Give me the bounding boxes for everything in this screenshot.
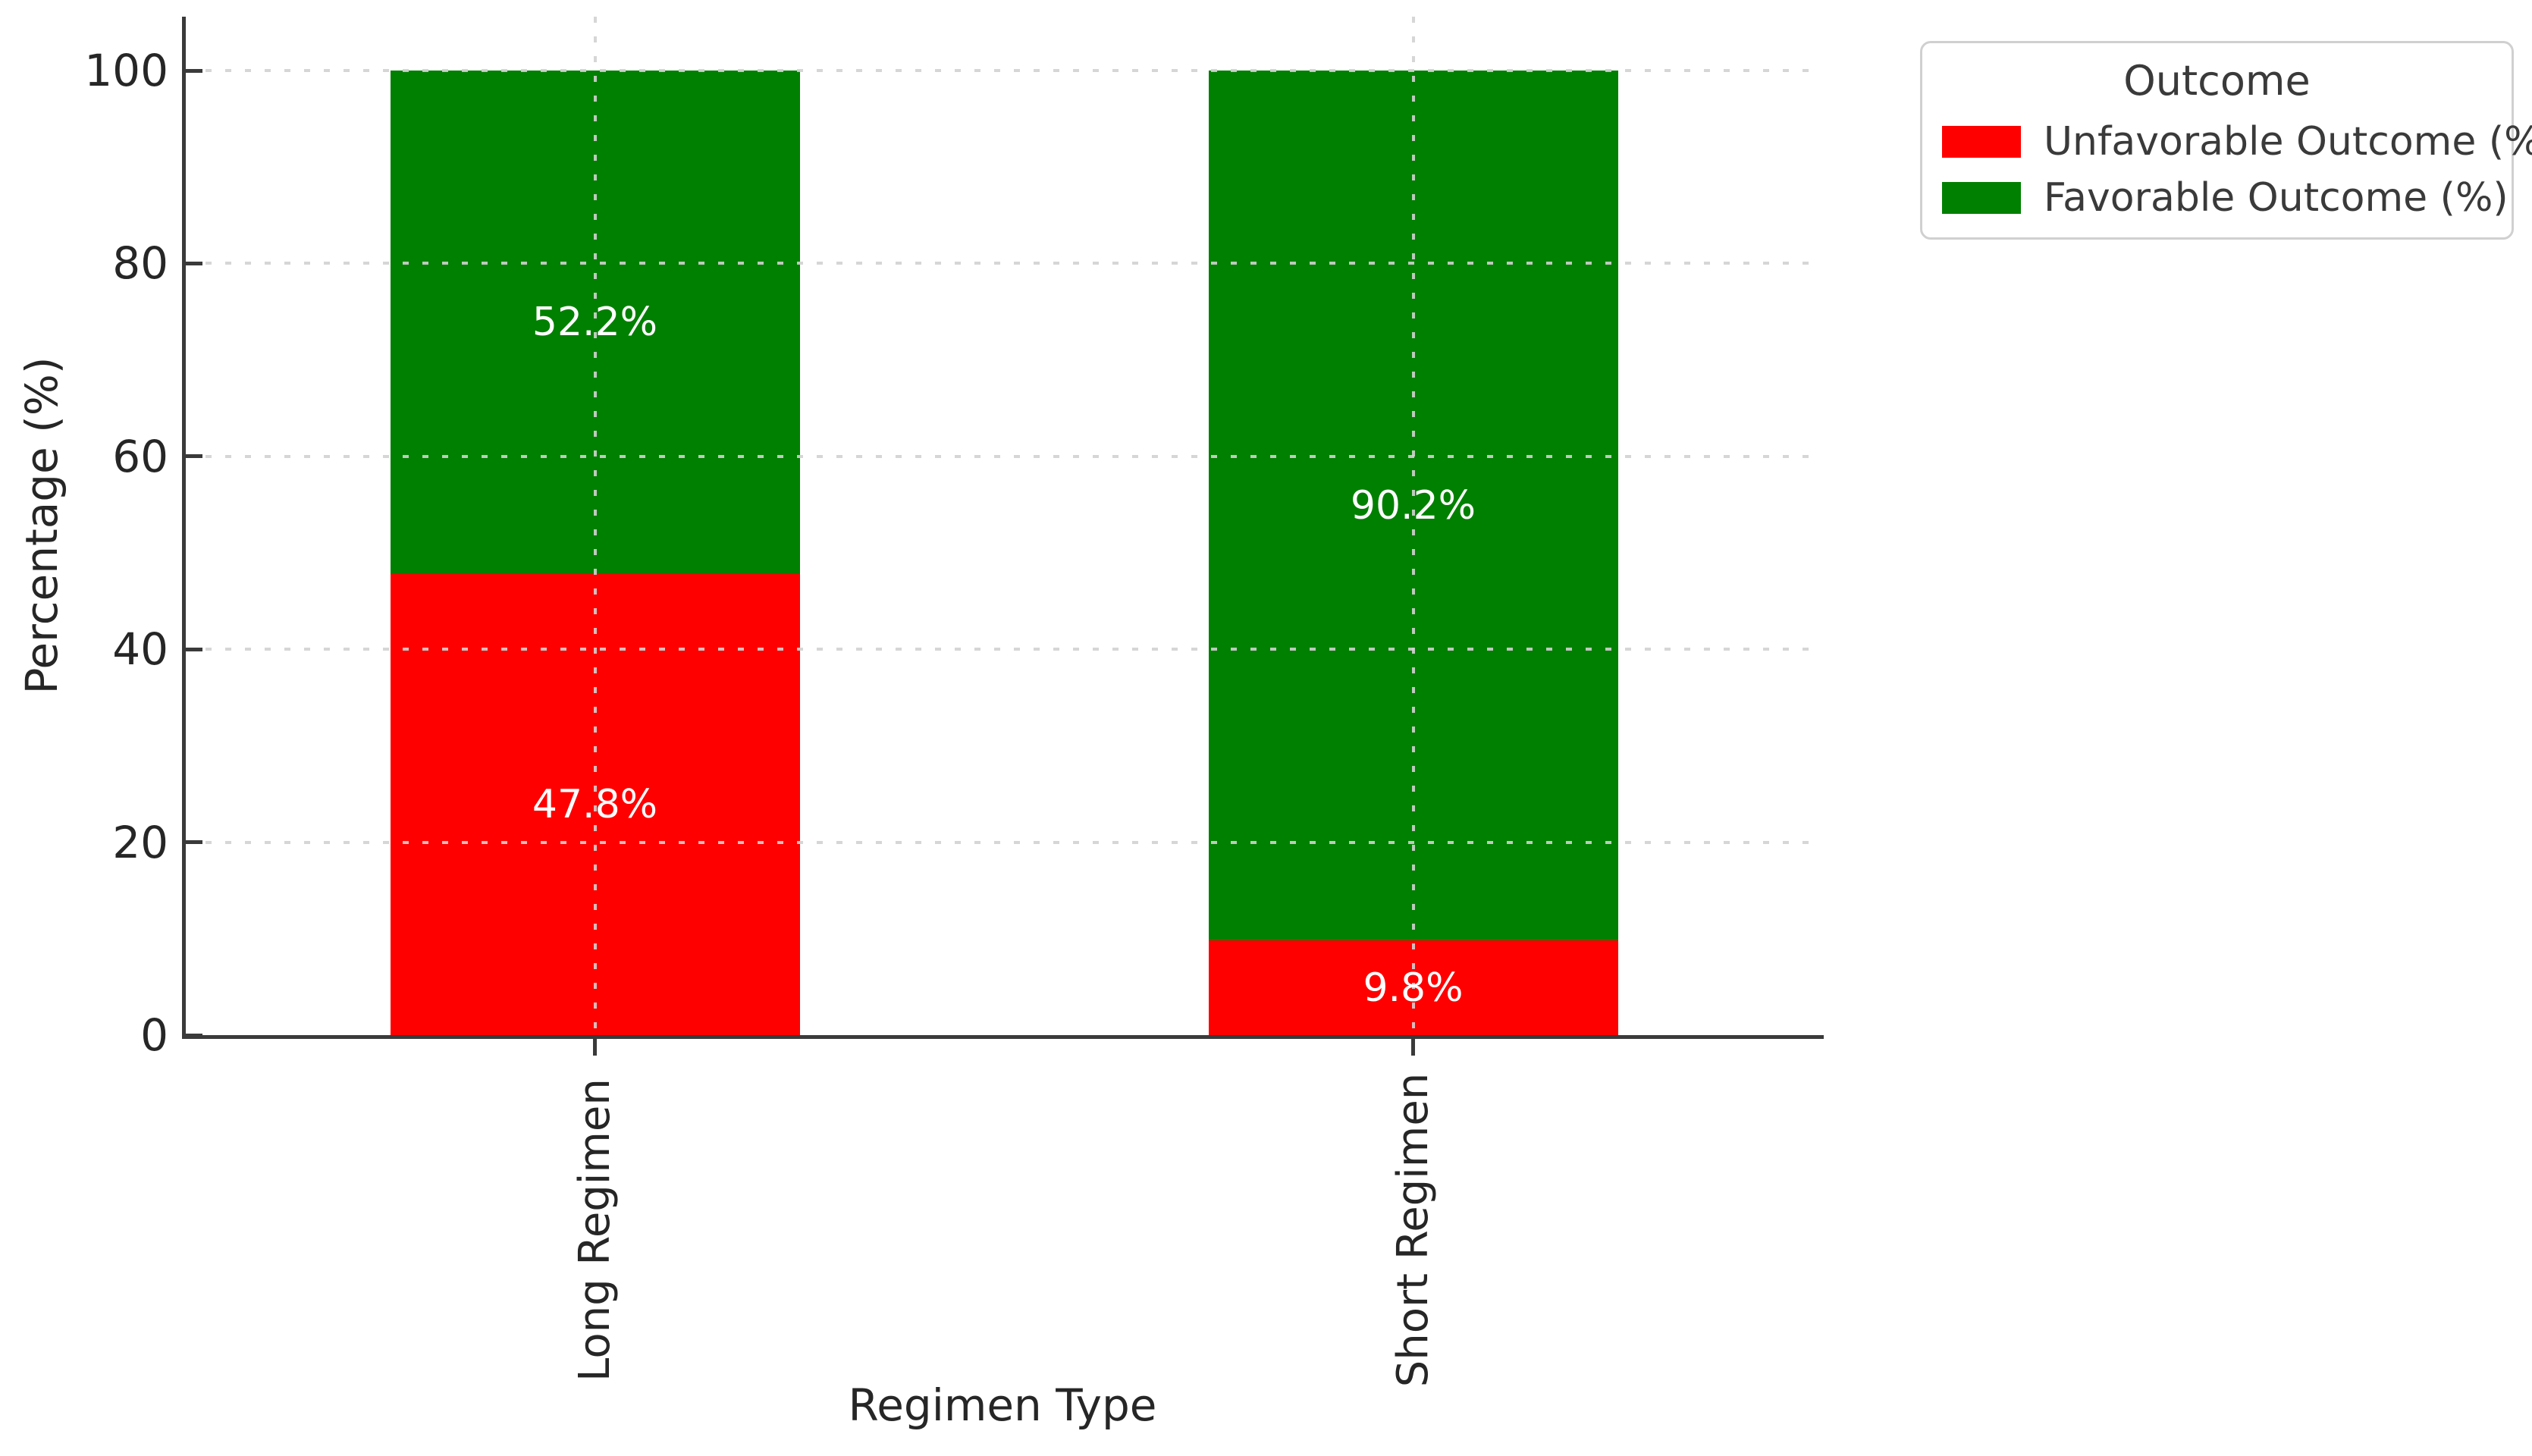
y-axis-title: Percentage (%) [16,356,67,695]
bar-segment-label: 52.2% [532,299,658,345]
gridline-horizontal [186,454,1822,458]
legend-title: Outcome [2123,57,2311,105]
y-tick-label: 0 [140,1009,168,1061]
y-tick-mark [186,647,202,651]
legend: Outcome Unfavorable Outcome (%) Favorable… [1920,41,2532,240]
y-tick-label: 20 [112,816,168,868]
y-tick-label: 60 [112,430,168,482]
y-tick-label: 100 [84,45,168,96]
gridline-vertical [593,17,597,1035]
legend-swatch [1942,182,2021,214]
legend-item: Unfavorable Outcome (%) [1942,119,2532,165]
legend-item-label: Unfavorable Outcome (%) [2044,119,2532,165]
legend-swatch [1942,126,2021,158]
y-tick-mark [186,261,202,265]
gridline-horizontal [186,69,1822,72]
legend-items: Unfavorable Outcome (%) Favorable Outcome… [1942,119,2532,221]
x-axis-spine [182,1035,1824,1039]
legend-item: Favorable Outcome (%) [1942,175,2508,221]
y-tick-mark [186,454,202,459]
x-tick-label: Long Regimen [569,1078,620,1382]
gridline-horizontal [186,840,1822,844]
gridline-vertical [1411,17,1415,1035]
y-tick-mark [186,840,202,845]
y-tick-label: 40 [112,623,168,676]
x-tick-mark [593,1039,597,1056]
bar-segment-label: 9.8% [1363,965,1464,1011]
y-tick-label: 80 [112,237,168,290]
gridline-horizontal [186,648,1822,651]
bar-segment-label: 47.8% [532,781,658,827]
x-axis-title: Regimen Type [848,1379,1157,1431]
y-tick-mark [186,1033,202,1037]
gridline-horizontal [186,262,1822,265]
x-tick-label: Short Regimen [1388,1072,1438,1388]
y-tick-mark [186,68,202,73]
x-tick-mark [1411,1039,1415,1056]
y-axis-spine [182,17,186,1039]
legend-item-label: Favorable Outcome (%) [2044,175,2508,221]
bar-segment-label: 90.2% [1350,482,1476,529]
